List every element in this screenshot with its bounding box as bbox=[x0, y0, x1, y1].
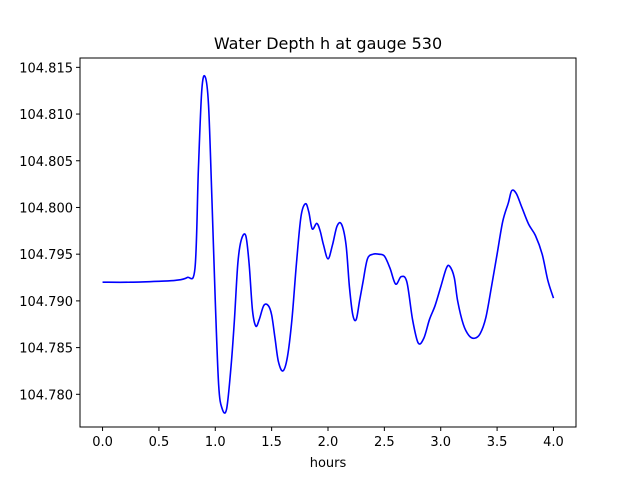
x-axis-label: hours bbox=[310, 456, 347, 471]
plot-area bbox=[79, 57, 577, 428]
series-line-0 bbox=[102, 74, 555, 414]
x-tick-label: 2.5 bbox=[374, 435, 395, 450]
chart-title: Water Depth h at gauge 530 bbox=[214, 34, 442, 53]
y-tick-label: 104.790 bbox=[19, 295, 73, 310]
y-tick-label: 104.815 bbox=[19, 61, 73, 76]
x-tick-label: 1.0 bbox=[205, 435, 226, 450]
x-tick-label: 0.0 bbox=[92, 435, 113, 450]
x-tick-label: 1.5 bbox=[261, 435, 282, 450]
x-tick-label: 4.0 bbox=[543, 435, 564, 450]
plot-frame bbox=[79, 57, 577, 428]
y-tick-label: 104.785 bbox=[19, 342, 73, 357]
x-tick-label: 0.5 bbox=[149, 435, 170, 450]
y-axis: 104.780 104.785 104.790 104.795 104.800 104.8… bbox=[19, 61, 80, 403]
x-axis: 0.0 0.5 1.0 1.5 2.0 2.5 3.0 3.5 4.0 bbox=[92, 427, 564, 450]
x-tick-label: 2.0 bbox=[318, 435, 339, 450]
y-tick-label: 104.780 bbox=[19, 388, 73, 403]
x-tick-label: 3.5 bbox=[487, 435, 508, 450]
y-tick-label: 104.810 bbox=[19, 108, 73, 123]
y-tick-label: 104.800 bbox=[19, 201, 73, 216]
y-tick-label: 104.795 bbox=[19, 248, 73, 263]
y-tick-label: 104.805 bbox=[19, 155, 73, 170]
x-tick-label: 3.0 bbox=[430, 435, 451, 450]
